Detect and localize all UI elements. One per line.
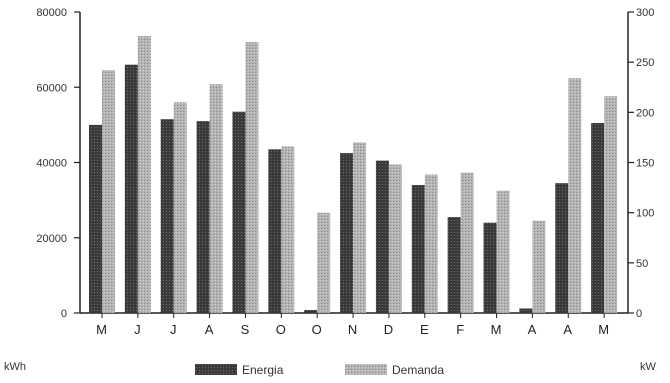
left-tick-label: 20000 bbox=[36, 233, 67, 245]
bar-energia bbox=[555, 183, 569, 313]
bar-demanda bbox=[245, 42, 259, 313]
legend-label-demanda: Demanda bbox=[392, 363, 444, 377]
x-tick-label: E bbox=[420, 322, 430, 337]
x-tick-label: N bbox=[348, 322, 358, 337]
bar-demanda bbox=[496, 190, 510, 313]
right-tick-label: 100 bbox=[636, 208, 654, 220]
bar-demanda bbox=[388, 164, 402, 313]
right-tick-label: 150 bbox=[636, 158, 654, 170]
bar-demanda bbox=[424, 174, 438, 313]
bar-energia bbox=[89, 124, 102, 313]
legend-label-energia: Energia bbox=[242, 363, 284, 377]
left-tick-label: 0 bbox=[61, 308, 67, 320]
bar-energia bbox=[447, 217, 461, 313]
bars bbox=[89, 36, 618, 314]
bar-demanda bbox=[568, 78, 582, 313]
x-tick-label: A bbox=[528, 322, 538, 337]
bar-demanda bbox=[281, 146, 295, 313]
right-tick-label: 250 bbox=[636, 57, 654, 69]
left-tick-label: 40000 bbox=[36, 158, 67, 170]
right-tick-label: 300 bbox=[636, 7, 654, 19]
left-tick-label: 60000 bbox=[36, 82, 67, 94]
bar-demanda bbox=[604, 96, 618, 313]
bar-demanda bbox=[102, 70, 115, 314]
left-tick-label: 80000 bbox=[36, 7, 67, 19]
x-tick-label: S bbox=[241, 322, 251, 337]
x-tick-label: M bbox=[598, 322, 610, 337]
x-tick-label: F bbox=[456, 322, 465, 337]
bar-energia bbox=[483, 222, 497, 313]
legend-swatch-energia bbox=[195, 364, 237, 375]
bar-energia bbox=[591, 122, 605, 314]
bar-demanda bbox=[173, 102, 187, 313]
right-tick-label: 50 bbox=[636, 258, 648, 270]
x-tick-label: O bbox=[312, 322, 323, 337]
bar-energia bbox=[196, 121, 210, 313]
right-axis-unit: kW bbox=[640, 361, 657, 373]
bar-energia bbox=[124, 64, 138, 313]
x-tick-label: J bbox=[134, 322, 142, 337]
bar-demanda bbox=[137, 36, 151, 314]
bar-energia bbox=[519, 308, 533, 313]
x-tick-label: O bbox=[276, 322, 287, 337]
bar-energia bbox=[411, 185, 425, 313]
bar-energia bbox=[268, 149, 282, 313]
bar-energia bbox=[304, 309, 318, 313]
bar-energia bbox=[232, 111, 246, 313]
legend: Energia Demanda bbox=[195, 363, 444, 377]
right-tick-label: 0 bbox=[636, 308, 642, 320]
bar-energia bbox=[160, 119, 174, 313]
bar-demanda bbox=[209, 84, 223, 314]
x-tick-label: M bbox=[96, 322, 108, 337]
bar-energia bbox=[375, 160, 389, 313]
right-tick-label: 200 bbox=[636, 107, 654, 119]
x-tick-label: A bbox=[205, 322, 215, 337]
bar-energia bbox=[340, 153, 354, 313]
x-tick-label: J bbox=[170, 322, 178, 337]
bar-demanda bbox=[460, 172, 474, 313]
bar-demanda bbox=[353, 142, 367, 313]
left-axis-unit: kWh bbox=[4, 361, 26, 373]
x-tick-label: D bbox=[384, 322, 394, 337]
legend-swatch-demanda bbox=[345, 364, 387, 375]
left-axis-ticks: 0 20000 40000 60000 80000 bbox=[36, 7, 80, 320]
bar-demanda bbox=[532, 220, 546, 313]
right-axis-ticks: 0 50 100 150 200 250 300 bbox=[628, 7, 654, 320]
x-tick-label: A bbox=[563, 322, 573, 337]
bar-demanda bbox=[317, 212, 331, 313]
x-tick-label: M bbox=[491, 322, 503, 337]
